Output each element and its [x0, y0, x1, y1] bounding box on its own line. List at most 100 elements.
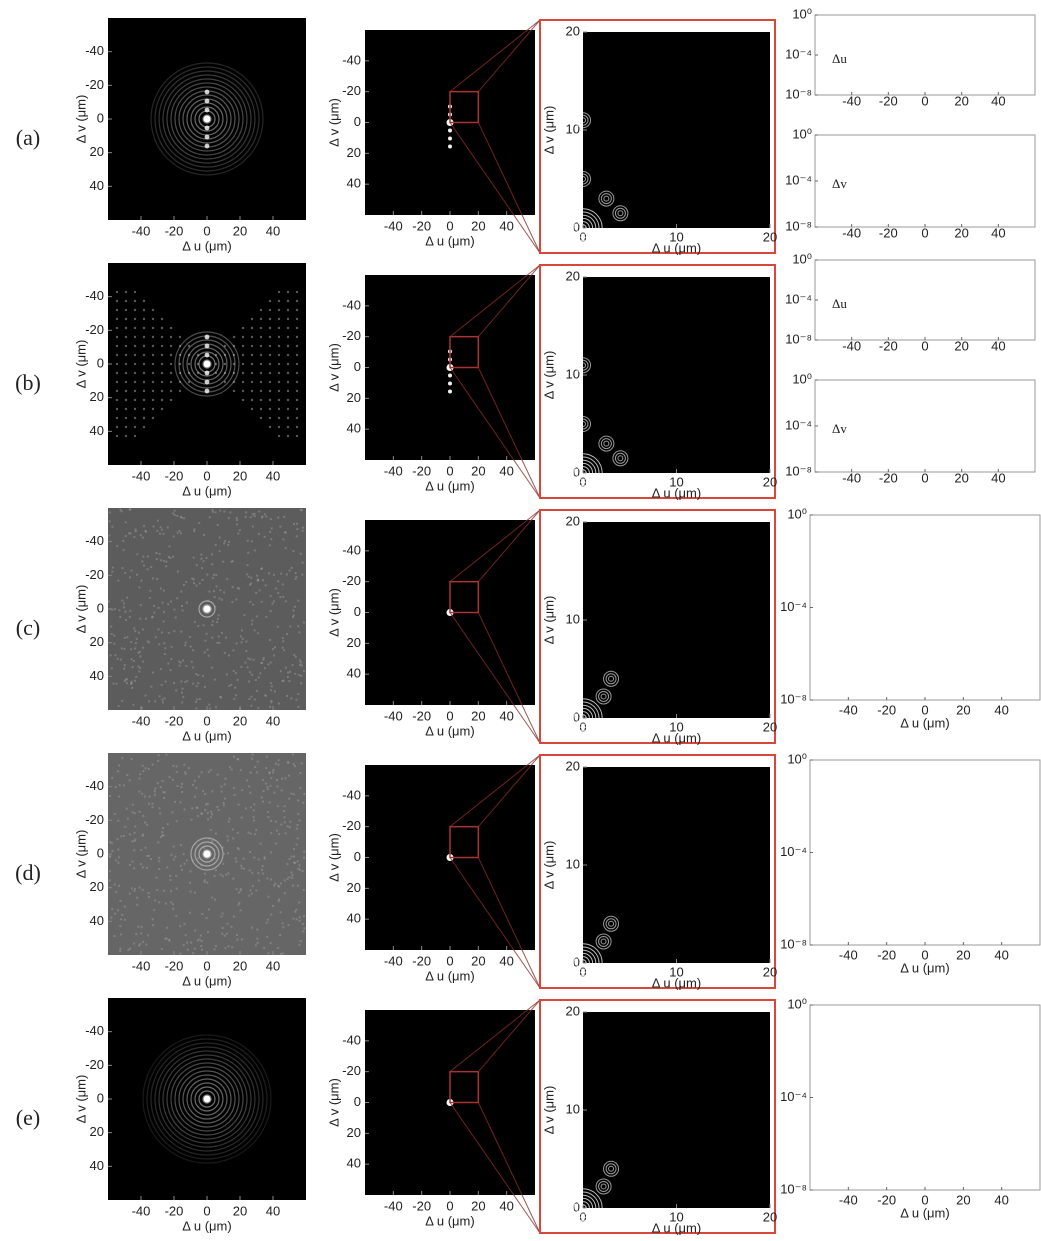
noise [108, 534, 111, 537]
x-tick-label: -40 [132, 958, 151, 973]
x-tick-label: 0 [446, 953, 453, 968]
noise [209, 829, 212, 832]
y-tick-label: -20 [85, 77, 104, 92]
noise [302, 915, 305, 918]
speckle [115, 290, 119, 294]
noise [269, 942, 272, 945]
noise [192, 666, 195, 669]
noise [271, 602, 274, 605]
noise [270, 851, 273, 854]
noise [257, 858, 260, 861]
noise [181, 791, 184, 794]
speckle [115, 380, 119, 384]
spot [448, 136, 452, 141]
noise [280, 823, 283, 826]
noise [180, 516, 183, 519]
noise [189, 870, 192, 873]
noise [214, 511, 217, 514]
noise [144, 694, 147, 697]
noise [247, 657, 250, 660]
noise [299, 868, 302, 871]
noise [138, 886, 141, 889]
y-tick-label: 10 [566, 1101, 580, 1116]
noise [283, 892, 286, 895]
noise [216, 805, 219, 808]
noise [186, 948, 189, 951]
x-tick-label: 40 [266, 1203, 280, 1218]
noise [274, 820, 277, 823]
ring [577, 418, 589, 430]
zoom-square [449, 580, 480, 614]
speckle [160, 362, 164, 366]
noise [298, 919, 301, 922]
y-tick-label: 10⁰ [792, 371, 812, 386]
noise [257, 706, 260, 709]
noise [245, 779, 248, 782]
noise [283, 821, 286, 824]
noise [123, 680, 126, 683]
noise [161, 834, 164, 837]
speckle [151, 416, 155, 420]
noise [141, 834, 144, 837]
noise [175, 914, 178, 917]
ring [576, 221, 590, 235]
noise [165, 560, 168, 563]
speckle [142, 308, 146, 312]
noise [300, 664, 303, 667]
noise [211, 620, 214, 623]
noise [139, 655, 142, 658]
x-tick-label: -40 [839, 947, 858, 962]
speckle [124, 371, 128, 375]
noise [172, 903, 175, 906]
noise [140, 849, 143, 852]
speckle [178, 380, 182, 384]
ring [178, 1070, 236, 1128]
noise [298, 819, 301, 822]
ring [569, 704, 597, 732]
x-axis-label: Δ u (μm) [652, 240, 701, 255]
noise [288, 826, 291, 829]
noise [119, 950, 122, 953]
noise [141, 536, 144, 539]
noise [166, 926, 169, 929]
noise [167, 631, 170, 634]
noise [158, 867, 161, 870]
ring [563, 208, 603, 248]
noise [294, 672, 297, 675]
noise [275, 779, 278, 782]
noise [118, 795, 121, 798]
x-tick-label: -20 [165, 223, 184, 238]
noise [251, 753, 254, 756]
noise [179, 952, 182, 955]
noise [158, 552, 161, 555]
x-tick-label: -40 [384, 218, 403, 233]
x-tick-label: 20 [954, 93, 968, 108]
noise [257, 579, 260, 582]
speckle [160, 353, 164, 357]
noise [109, 840, 112, 843]
noise [267, 895, 270, 898]
noise [149, 858, 152, 861]
noise [131, 860, 134, 863]
zoom-connector [449, 19, 541, 93]
noise [145, 617, 148, 620]
speckle [268, 335, 272, 339]
noise [181, 609, 184, 612]
noise [133, 627, 136, 630]
y-tick-label: 10⁻⁸ [780, 936, 807, 951]
noise [159, 587, 162, 590]
noise [296, 860, 299, 863]
speckle [277, 299, 281, 303]
noise [108, 854, 111, 857]
noise [129, 532, 132, 535]
noise [234, 672, 237, 675]
noise [153, 604, 156, 607]
noise [235, 642, 238, 645]
speckle [277, 380, 281, 384]
noise [157, 606, 160, 609]
ring [202, 1094, 212, 1104]
ring [174, 86, 240, 152]
ring [605, 673, 617, 685]
ring [580, 117, 586, 124]
x-tick-label: 40 [499, 218, 513, 233]
